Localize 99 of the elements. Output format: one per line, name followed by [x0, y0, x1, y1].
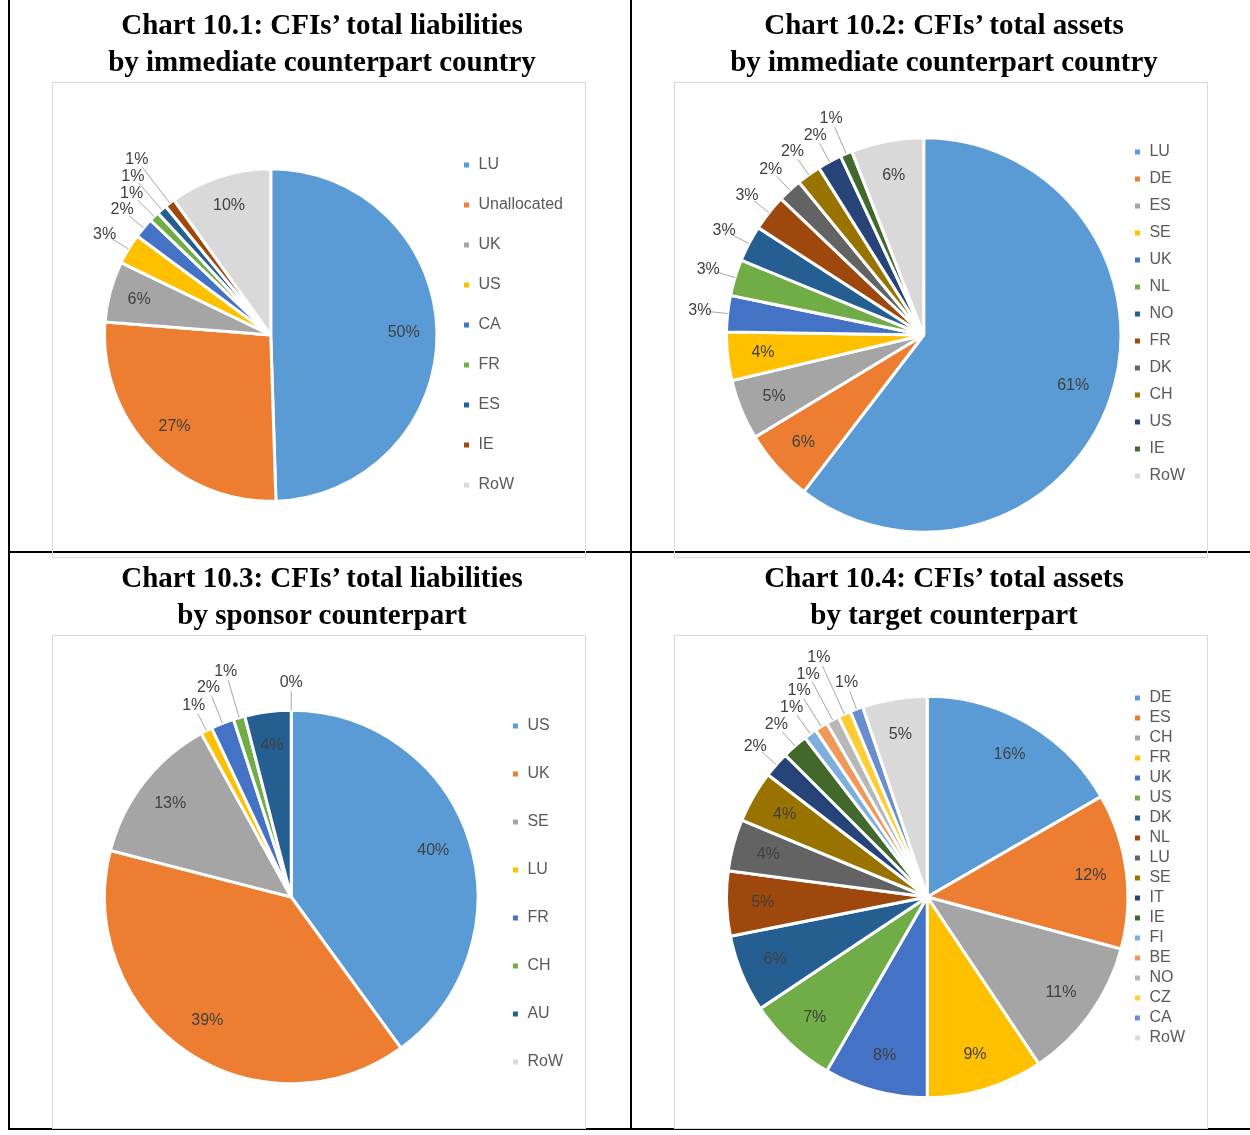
data-label: 1%	[120, 184, 144, 202]
legend-label: NL	[1149, 277, 1170, 295]
legend-label: RoW	[478, 475, 515, 493]
legend-label: NL	[1149, 828, 1170, 846]
data-label: 4%	[773, 805, 797, 823]
chart-title: Chart 10.2: CFIs’ total assets by immediate counterpart country	[729, 7, 1159, 79]
data-label: 3%	[688, 300, 712, 318]
legend-label: FR	[478, 355, 500, 373]
data-label: 3%	[735, 185, 759, 203]
data-label: 3%	[93, 224, 117, 242]
legend-label: LU	[478, 155, 499, 173]
data-label: 6%	[791, 433, 815, 451]
data-label: 1%	[807, 648, 831, 666]
data-label: 3%	[712, 220, 736, 238]
data-label: 50%	[387, 323, 420, 341]
legend-label: IE	[478, 435, 494, 453]
data-label: 1%	[121, 166, 145, 184]
data-label: 10%	[213, 195, 246, 213]
legend-label: DK	[1149, 358, 1172, 376]
legend-label: CH	[527, 956, 551, 974]
legend-label: UK	[478, 235, 502, 253]
legend-label: US	[478, 275, 501, 293]
data-label: 39%	[191, 1010, 224, 1028]
legend-label: ES	[1149, 708, 1171, 726]
legend-label: DE	[1149, 169, 1172, 187]
legend-label: CA	[1149, 1008, 1172, 1026]
legend-label: US	[1149, 412, 1172, 430]
data-label: 1%	[125, 150, 149, 168]
legend-label: IE	[1149, 908, 1165, 926]
legend-label: CZ	[1149, 988, 1171, 1006]
data-label: 9%	[963, 1044, 987, 1062]
legend-label: ES	[1149, 196, 1171, 214]
data-label: 6%	[127, 289, 151, 307]
text: 0%	[279, 672, 303, 690]
legend-label: UK	[1149, 768, 1172, 786]
data-label: 11%	[1045, 983, 1077, 1001]
legend-label: LU	[1149, 848, 1170, 866]
legend-label: LU	[527, 860, 548, 878]
data-label: 7%	[803, 1007, 827, 1025]
data-label: 5%	[751, 892, 775, 910]
data-label: 2%	[764, 715, 788, 733]
legend-label: LU	[1149, 142, 1170, 160]
legend-label: RoW	[1149, 466, 1186, 484]
chart-title: Chart 10.4: CFIs’ total assets by target counterpart	[763, 560, 1125, 632]
data-label: 1%	[214, 662, 238, 679]
legend-label: AU	[527, 1004, 550, 1022]
chart-title: Chart 10.3: CFIs’ total liabilities by sponsor counterpart	[120, 560, 524, 632]
data-label: 1%	[787, 681, 811, 699]
data-label: 4%	[260, 735, 284, 753]
data-label: 2%	[759, 160, 783, 178]
legend-label: CA	[478, 315, 502, 333]
legend-label: US	[1149, 788, 1172, 806]
data-label: 8%	[873, 1046, 897, 1064]
data-label: 2%	[780, 142, 805, 160]
data-label: 6%	[882, 166, 906, 184]
legend-label: UK	[1149, 250, 1172, 268]
legend-label: US	[527, 716, 550, 734]
legend-label: IT	[1149, 888, 1164, 906]
legend-label: FR	[527, 908, 549, 926]
data-label: 27%	[158, 417, 191, 435]
legend-label: FI	[1149, 928, 1164, 946]
data-label: 5%	[762, 386, 786, 404]
legend-label: CH	[1149, 728, 1173, 746]
data-label: 2%	[110, 200, 134, 218]
data-label: 40%	[417, 841, 450, 859]
data-label: 1%	[182, 696, 206, 714]
legend-label: SE	[1149, 223, 1171, 241]
legend-label: ES	[478, 395, 500, 413]
legend-label: Unallocated	[478, 195, 563, 213]
legend-label: DK	[1149, 808, 1172, 826]
legend-label: FR	[1149, 748, 1171, 766]
legend-label: RoW	[1149, 1028, 1186, 1046]
data-label: 2%	[196, 678, 221, 696]
data-label: 2%	[743, 736, 767, 754]
data-label: 3%	[696, 259, 720, 277]
legend-label: IE	[1149, 439, 1165, 457]
legend-label: SE	[1149, 868, 1171, 886]
legend-label: FR	[1149, 331, 1171, 349]
legend-label: SE	[527, 812, 549, 830]
data-label: 61%	[1057, 376, 1090, 394]
legend-label: NO	[1149, 304, 1174, 322]
data-label: 1%	[835, 673, 859, 691]
data-label: 2%	[803, 125, 827, 143]
legend-label: RoW	[527, 1052, 564, 1070]
data-label: 12%	[1074, 865, 1107, 883]
legend-label: DE	[1149, 688, 1172, 706]
data-label: 13%	[154, 793, 187, 811]
data-label: 6%	[763, 950, 787, 968]
data-label: 1%	[780, 698, 804, 716]
data-label: 4%	[751, 342, 775, 360]
legend-label: NO	[1149, 968, 1174, 986]
data-label: 1%	[796, 664, 820, 682]
chart-title: Chart 10.1: CFIs’ total liabilities by immediate counterpart country	[107, 7, 537, 79]
data-label: 1%	[819, 109, 843, 127]
legend-label: BE	[1149, 948, 1171, 966]
legend-label: UK	[527, 764, 550, 782]
data-label: 5%	[888, 725, 912, 743]
legend-label: CH	[1149, 385, 1173, 403]
data-label: 16%	[993, 744, 1026, 762]
